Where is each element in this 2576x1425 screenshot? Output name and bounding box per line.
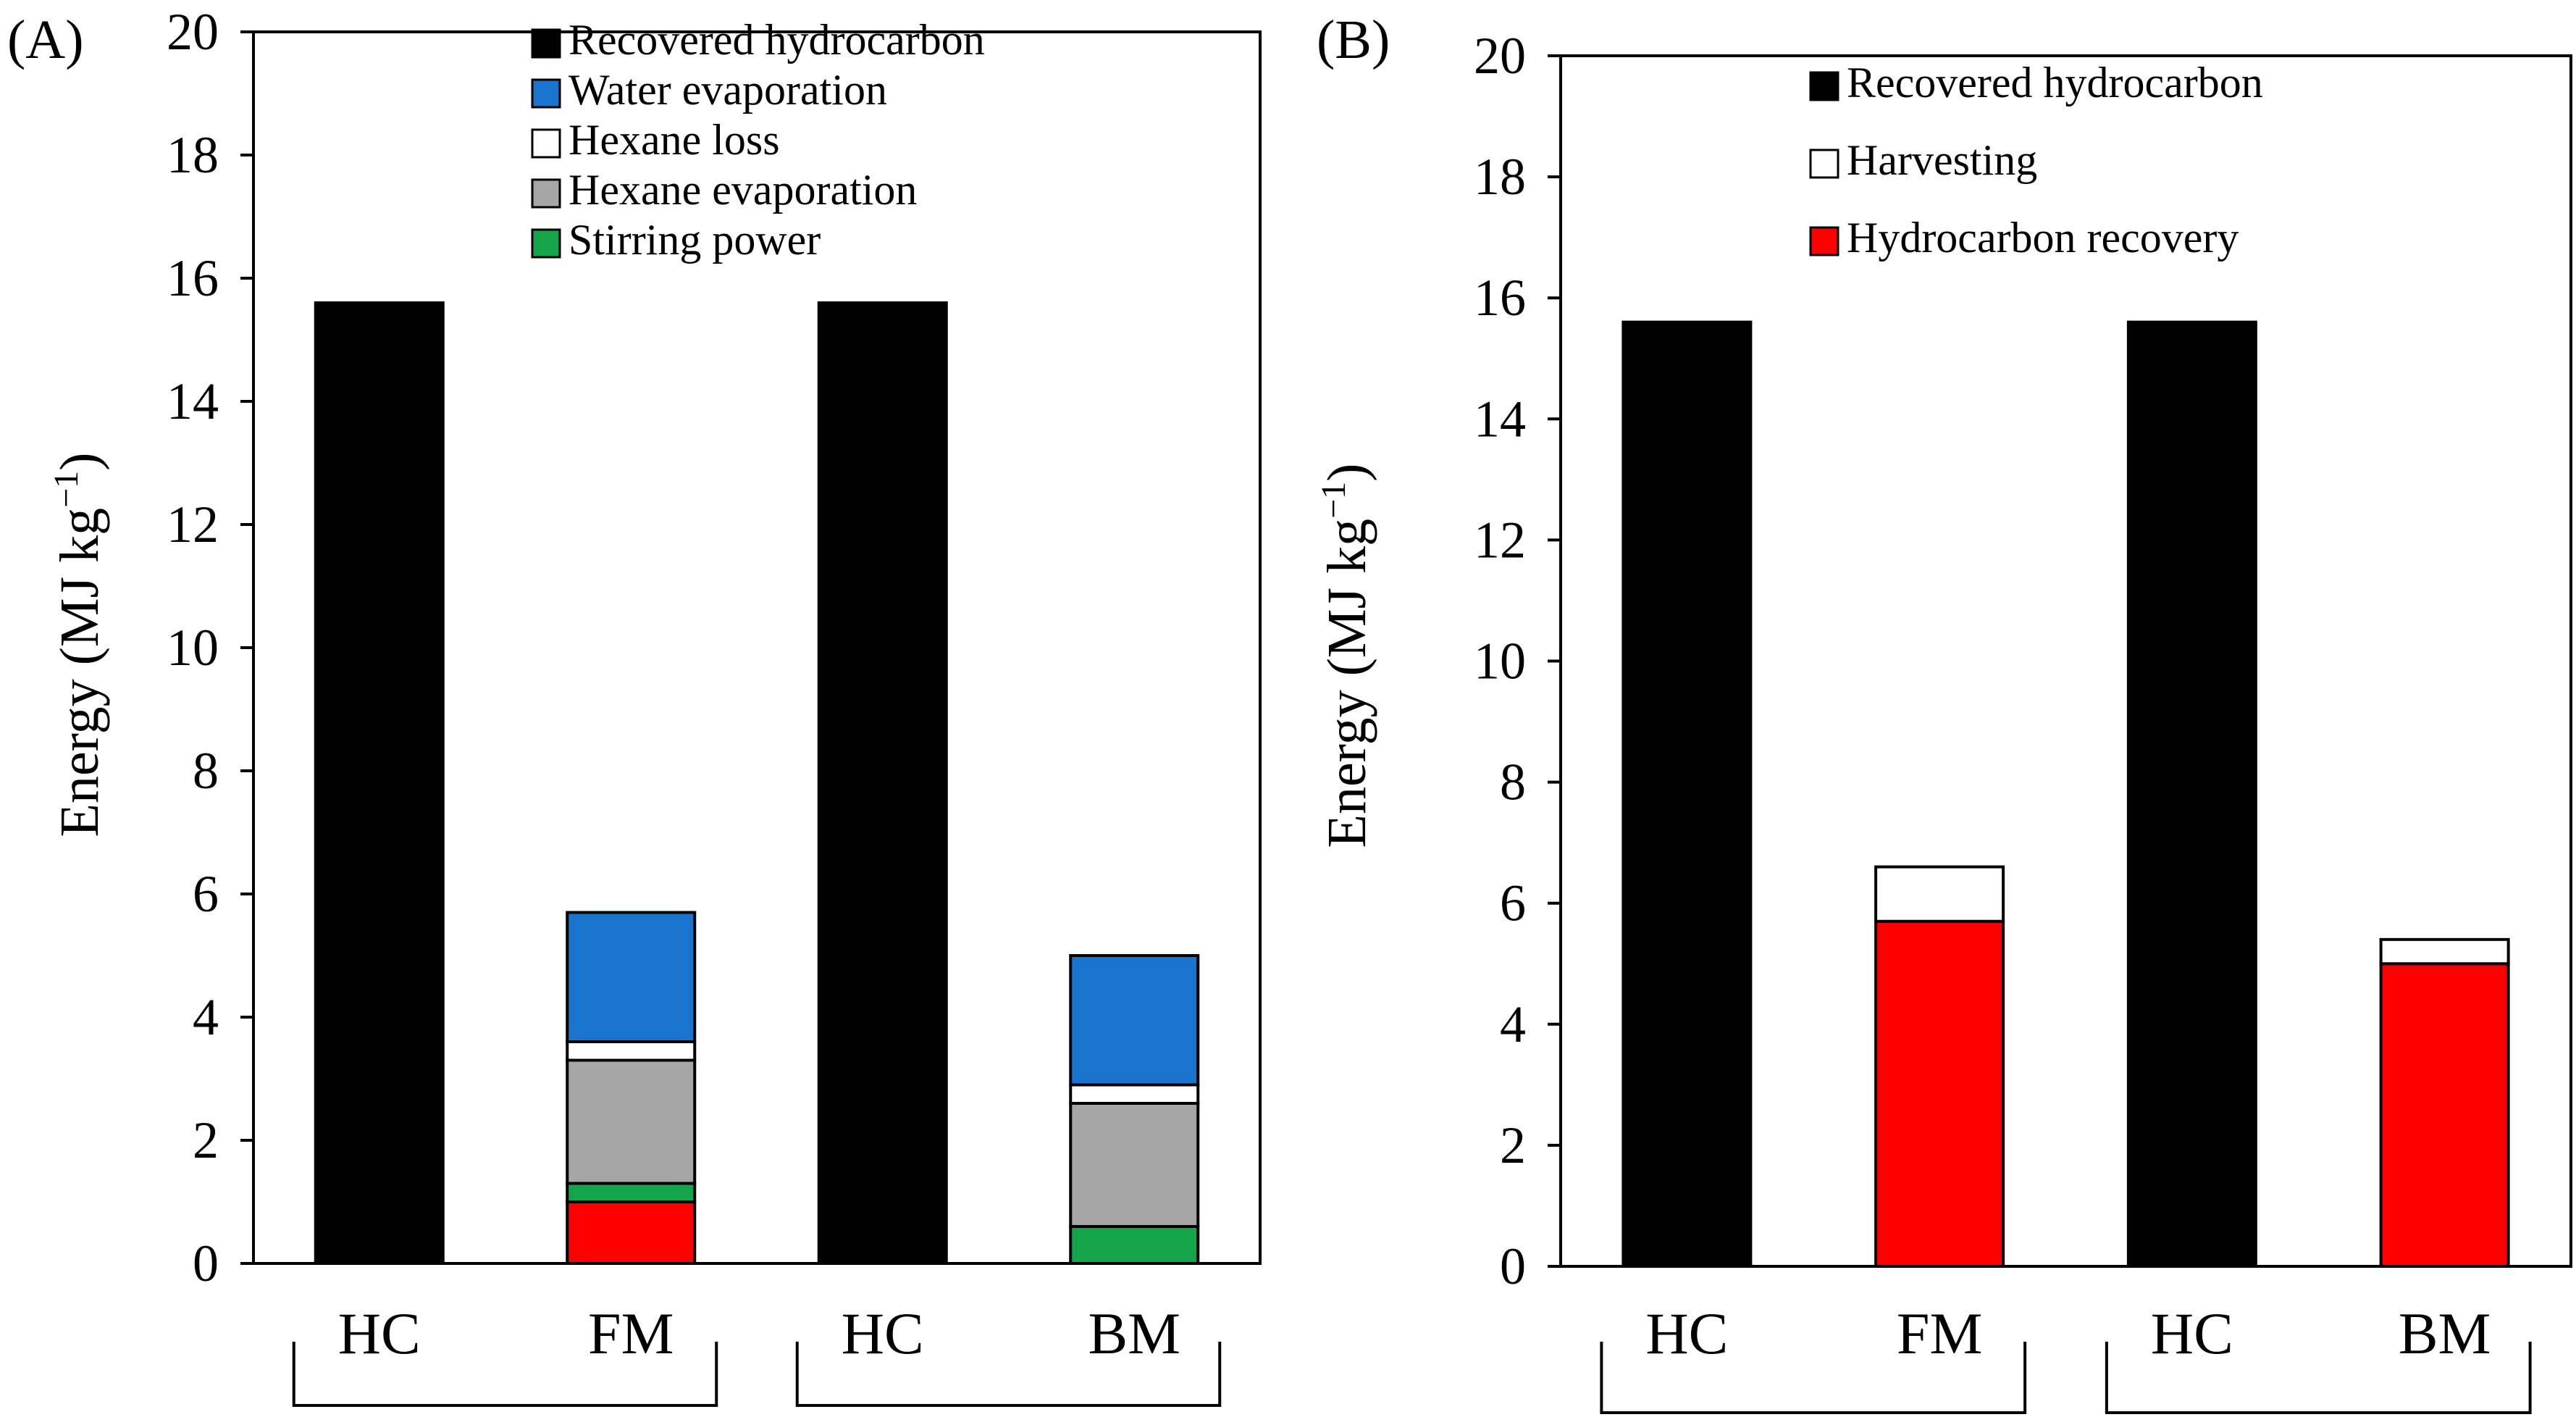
panel-label: (B) — [1317, 9, 1390, 70]
group-bracket — [795, 1342, 1222, 1407]
category-label: HC — [2151, 1300, 2233, 1366]
y-tick-label: 12 — [167, 496, 219, 553]
group-bracket — [292, 1342, 718, 1407]
y-tick-label: 0 — [1500, 1237, 1526, 1295]
y-tick-label: 14 — [1474, 390, 1526, 448]
bar-recovered-hydrocarbon-hc — [817, 301, 948, 1265]
y-tick-label: 16 — [167, 249, 219, 307]
y-axis-title: Energy (MJ kg−1) — [1314, 464, 1377, 848]
category-label: HC — [338, 1300, 421, 1366]
y-tick-label: 18 — [167, 126, 219, 184]
bar-hexane-evaporation-fm — [566, 1058, 697, 1185]
legend-swatch-hydrocarbon-recovery — [1809, 226, 1839, 256]
y-tick-label: 18 — [1474, 148, 1526, 206]
legend-swatch-hexane-loss — [531, 128, 561, 159]
legend-swatch-harvesting — [1809, 149, 1839, 179]
bar-water-evaporation-fm — [566, 911, 697, 1043]
category-label: BM — [1088, 1300, 1180, 1366]
y-tick-label: 12 — [1474, 511, 1526, 569]
category-label: BM — [2399, 1300, 2491, 1366]
legend-label-recovered-hydrocarbon: Recovered hydrocarbon — [569, 16, 985, 64]
legend-label-harvesting: Harvesting — [1847, 136, 2037, 184]
y-tick-label: 6 — [1500, 874, 1526, 932]
bar-hydrocarbon-recovery-fm — [1874, 919, 2005, 1268]
bar-recovered-hydrocarbon-hc — [314, 301, 445, 1265]
bar-hexane-loss-bm — [1069, 1083, 1200, 1105]
legend-swatch-hexane-evaporation — [531, 178, 561, 209]
bar-hydrocarbon-recovery-fm — [566, 1200, 697, 1265]
bar-hexane-loss-fm — [566, 1040, 697, 1062]
panel-b: 0 2 4 6 8 10 12 14 16 18 20 Energy (MJ kg−1) (B) HC FM… — [1314, 9, 2572, 1414]
legend-label-hexane-loss: Hexane loss — [569, 116, 780, 164]
panel-label: (A) — [7, 9, 84, 70]
y-tick-label: 4 — [193, 988, 219, 1046]
bar-recovered-hydrocarbon-hc — [1621, 320, 1753, 1268]
bar-water-evaporation-bm — [1069, 954, 1200, 1087]
y-tick-label: 10 — [1474, 632, 1526, 690]
y-tick-label: 16 — [1474, 269, 1526, 327]
legend-swatch-water-evaporation — [531, 78, 561, 109]
legend-label-water-evaporation: Water evaporation — [569, 66, 887, 114]
y-tick-label: 0 — [193, 1234, 219, 1292]
bar-recovered-hydrocarbon-hc — [2126, 320, 2257, 1268]
panel-a: 0 2 4 6 8 10 12 14 16 18 20 Energy (MJ kg−1) (A) HC FM… — [7, 3, 1262, 1407]
bar-harvesting-fm — [1874, 865, 2005, 923]
group-bracket — [2105, 1342, 2532, 1414]
legend-swatch-stirring-power — [531, 228, 561, 259]
y-tick-label: 8 — [1500, 753, 1526, 811]
legend-label-hydrocarbon-recovery: Hydrocarbon recovery — [1847, 214, 2239, 262]
bar-hexane-evaporation-bm — [1069, 1102, 1200, 1228]
y-axis-title: Energy (MJ kg−1) — [47, 453, 110, 837]
legend-label-stirring-power: Stirring power — [569, 216, 821, 264]
category-label: HC — [1645, 1300, 1728, 1366]
y-tick-label: 20 — [1474, 27, 1526, 85]
bar-stirring-power-fm — [566, 1182, 697, 1203]
y-tick-label: 14 — [167, 372, 219, 430]
legend-swatch-recovered-hydrocarbon — [531, 28, 561, 59]
group-bracket — [1600, 1342, 2027, 1414]
y-tick-label: 20 — [167, 3, 219, 61]
category-label: HC — [842, 1300, 924, 1366]
legend-swatch-recovered-hydrocarbon — [1809, 71, 1839, 101]
legend-label-hexane-evaporation: Hexane evaporation — [569, 166, 917, 214]
y-tick-label: 2 — [193, 1111, 219, 1169]
y-tick-label: 2 — [1500, 1116, 1526, 1174]
legend-label-recovered-hydrocarbon: Recovered hydrocarbon — [1847, 59, 2263, 106]
bar-harvesting-bm — [2379, 937, 2510, 966]
category-label: FM — [1897, 1300, 1983, 1366]
y-tick-label: 6 — [193, 865, 219, 923]
y-tick-label: 8 — [193, 742, 219, 800]
y-tick-label: 4 — [1500, 995, 1526, 1053]
category-label: FM — [588, 1300, 674, 1366]
bar-stirring-power-bm — [1069, 1225, 1200, 1265]
y-tick-label: 10 — [167, 619, 219, 677]
bar-hydrocarbon-recovery-bm — [2379, 962, 2510, 1268]
